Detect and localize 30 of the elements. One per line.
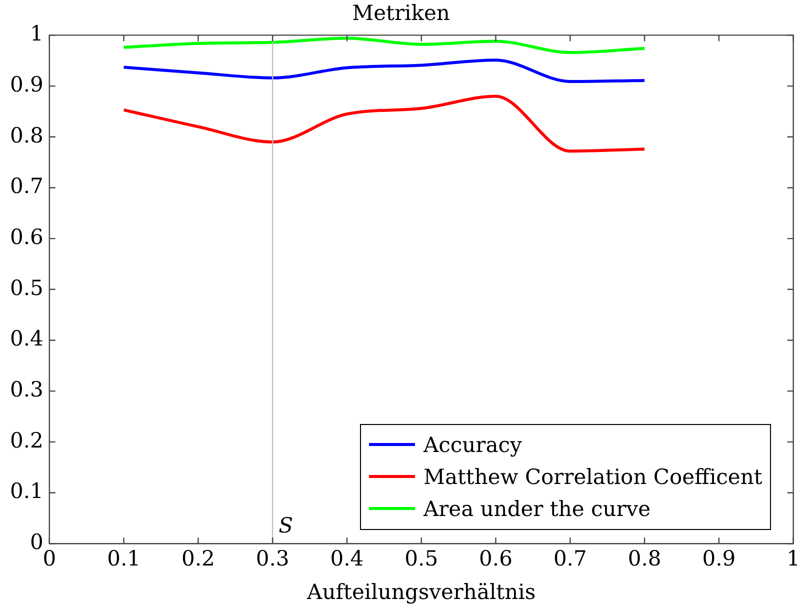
y-tick-label: 0.3	[10, 378, 44, 402]
ref-line-label: S	[278, 514, 293, 538]
line-series	[122, 36, 646, 54]
x-tick-label: 0.6	[479, 546, 512, 571]
y-tick-label: 0.8	[10, 123, 44, 148]
legend-label: Area under the curve	[423, 496, 652, 521]
line-series	[122, 94, 646, 153]
y-tick-label: 0.2	[10, 428, 44, 452]
y-tick-label: 0.9	[10, 72, 44, 96]
x-tick-label: 0.5	[404, 546, 438, 571]
x-axis-title: Aufteilungsverhältnis	[306, 580, 536, 604]
line-series	[122, 58, 646, 83]
x-tick-label: 0.9	[702, 546, 736, 571]
y-tick-label: 0.4	[10, 326, 44, 351]
legend-label: Accuracy	[423, 432, 523, 457]
x-tick-label: 0.7	[553, 546, 587, 571]
x-tick-label: 0.8	[628, 546, 662, 571]
y-tick-label: 1	[30, 22, 44, 46]
y-tick-label: 0.7	[10, 174, 44, 198]
x-tick-label: 0.2	[181, 546, 215, 571]
y-tick-label: 0.1	[10, 479, 44, 504]
x-tick-label: 0.3	[256, 546, 290, 571]
legend-label: Matthew Correlation Coefficent	[423, 464, 762, 489]
y-tick-label: 0	[30, 530, 44, 554]
chart-title: Metriken	[352, 1, 450, 26]
y-tick-label: 0.5	[10, 276, 44, 300]
x-tick-label: 1	[786, 546, 800, 571]
y-tick-label: 0.6	[10, 225, 44, 250]
x-tick-label: 0.1	[107, 546, 140, 571]
x-tick-label: 0.4	[330, 546, 364, 571]
